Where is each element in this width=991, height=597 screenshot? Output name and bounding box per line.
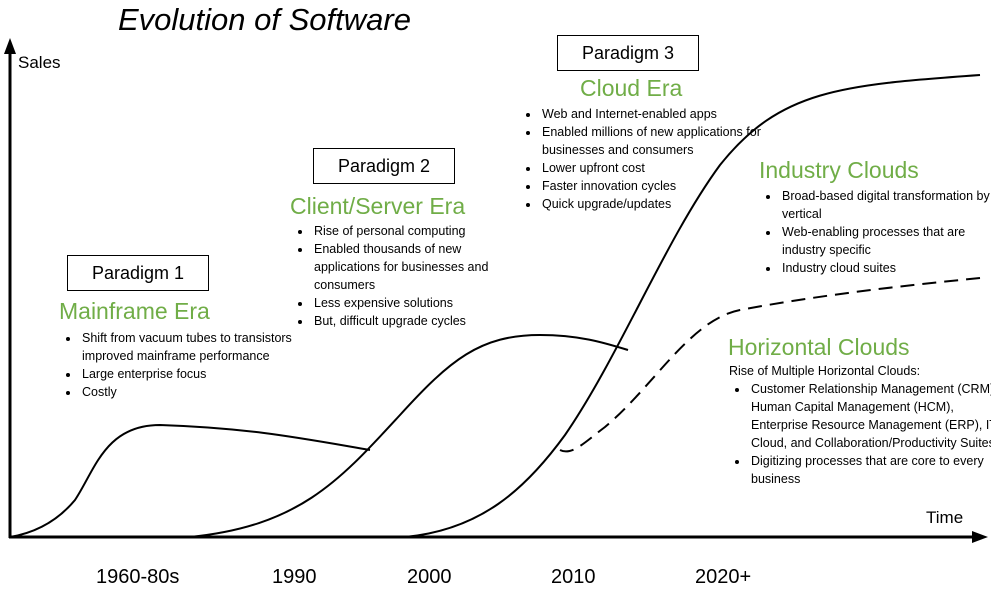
industry-clouds-heading: Industry Clouds — [759, 157, 919, 183]
diagram-title: Evolution of Software — [118, 2, 411, 37]
industry-clouds-bullets: Broad-based digital transformation by ve… — [760, 187, 991, 277]
bullet: Customer Relationship Management (CRM), … — [749, 380, 991, 452]
horizontal-clouds-bullets: Customer Relationship Management (CRM), … — [729, 380, 991, 488]
x-axis-label: Time — [926, 508, 964, 527]
x-tick: 2020+ — [695, 566, 752, 588]
paradigm-3-box: Paradigm 3 — [557, 35, 699, 71]
mainframe-curve — [9, 423, 371, 538]
y-axis-label: Sales — [18, 53, 61, 72]
bullet: Shift from vacuum tubes to transistors i… — [80, 329, 310, 365]
x-tick: 2010 — [551, 566, 596, 588]
horizontal-clouds-intro: Rise of Multiple Horizontal Clouds: — [729, 364, 921, 378]
x-tick: 1960-80s — [96, 566, 180, 588]
bullet: But, difficult upgrade cycles — [312, 312, 517, 330]
bullet: Web-enabling processes that are industry… — [780, 223, 991, 259]
client-server-era-heading: Client/Server Era — [290, 193, 466, 219]
bullet: Large enterprise focus — [80, 365, 310, 383]
horizontal-clouds-curve — [559, 277, 981, 453]
x-tick: 1990 — [272, 566, 317, 588]
cloud-era-bullets: Web and Internet-enabled apps Enabled mi… — [520, 105, 765, 213]
paradigm-2-box: Paradigm 2 — [313, 148, 455, 184]
bullet: Faster innovation cycles — [540, 177, 765, 195]
mainframe-era-heading: Mainframe Era — [59, 298, 210, 324]
mainframe-bullets: Shift from vacuum tubes to transistors i… — [60, 329, 310, 401]
bullet: Lower upfront cost — [540, 159, 765, 177]
bullet: Enabled thousands of new applications fo… — [312, 240, 517, 294]
x-tick: 2000 — [407, 566, 452, 588]
bullet: Digitizing processes that are core to ev… — [749, 452, 991, 488]
x-axis-arrow — [972, 531, 988, 543]
bullet: Less expensive solutions — [312, 294, 517, 312]
bullet: Costly — [80, 383, 310, 401]
bullet: Enabled millions of new applications for… — [540, 123, 765, 159]
horizontal-clouds-heading: Horizontal Clouds — [728, 334, 910, 360]
client-server-bullets: Rise of personal computing Enabled thous… — [292, 222, 517, 330]
y-axis-arrow — [4, 38, 16, 54]
bullet: Quick upgrade/updates — [540, 195, 765, 213]
bullet: Industry cloud suites — [780, 259, 991, 277]
bullet: Web and Internet-enabled apps — [540, 105, 765, 123]
cloud-curve — [404, 74, 981, 538]
bullet: Broad-based digital transformation by ve… — [780, 187, 991, 223]
paradigm-1-box: Paradigm 1 — [67, 255, 209, 291]
cloud-era-heading: Cloud Era — [580, 75, 683, 101]
client-server-curve — [189, 333, 629, 538]
bullet: Rise of personal computing — [312, 222, 517, 240]
